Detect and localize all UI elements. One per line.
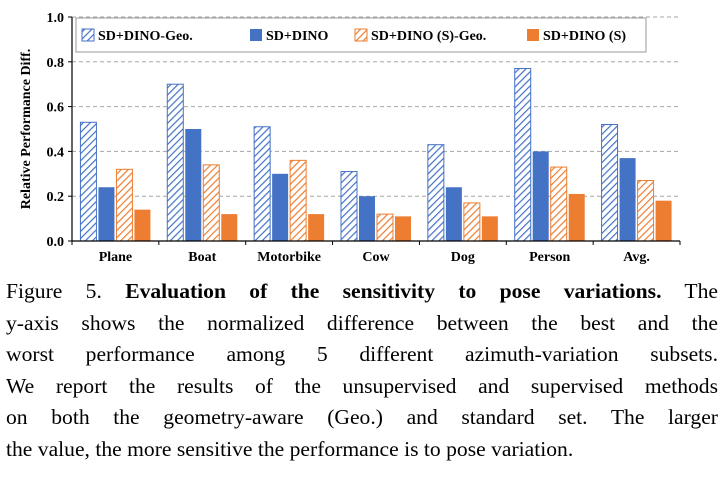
bar bbox=[463, 202, 481, 242]
caption-line-3: worst performance among 5 different azim… bbox=[6, 342, 718, 366]
legend-swatch bbox=[250, 29, 262, 41]
y-tick-label: 0.8 bbox=[47, 56, 65, 71]
bar bbox=[395, 216, 411, 241]
caption-title: Evaluation of the sensitivity to pose va… bbox=[125, 279, 662, 303]
bar bbox=[532, 151, 549, 241]
x-tick-label: Avg. bbox=[623, 250, 650, 265]
bar bbox=[619, 158, 636, 241]
caption-line-6: the value, the more sensitive the perfor… bbox=[6, 436, 574, 461]
y-tick-label: 0.6 bbox=[47, 101, 65, 116]
bar bbox=[481, 216, 498, 241]
bar bbox=[550, 166, 568, 242]
bar bbox=[79, 121, 97, 242]
y-tick-label: 0.2 bbox=[47, 190, 65, 205]
y-tick-label: 1.0 bbox=[47, 11, 65, 26]
caption-line-2: y-axis shows the normalized difference b… bbox=[6, 310, 718, 335]
legend-label: SD+DINO bbox=[266, 29, 329, 44]
bars-group bbox=[79, 68, 672, 242]
legend: SD+DINO-Geo. SD+DINO SD+DINO (S)-Geo. SD+DI… bbox=[75, 17, 647, 53]
legend-swatch bbox=[81, 28, 95, 42]
caption-line-4: We report the results of the unsupervise… bbox=[6, 373, 718, 398]
bar bbox=[308, 214, 325, 241]
bar bbox=[445, 187, 462, 241]
bar bbox=[340, 171, 358, 242]
bar-chart: 0.0 0.2 0.4 0.6 0.8 1.0 Plane Boat Motorbike Cow D… bbox=[19, 11, 681, 265]
x-tick-label: Motorbike bbox=[257, 250, 321, 265]
bar bbox=[601, 124, 619, 242]
caption-line1-end: The bbox=[684, 279, 718, 303]
x-tick-label: Plane bbox=[99, 250, 132, 265]
bar bbox=[166, 83, 184, 242]
x-tick-label: Dog bbox=[451, 250, 475, 265]
bar bbox=[134, 209, 151, 241]
bar bbox=[202, 164, 220, 242]
bar bbox=[376, 213, 394, 242]
bar bbox=[221, 214, 238, 241]
bar bbox=[272, 173, 289, 241]
bar bbox=[115, 168, 133, 242]
caption-line-5: on both the geometry-aware (Geo.) and st… bbox=[6, 405, 718, 429]
caption-label: Figure 5. bbox=[6, 279, 102, 303]
bar bbox=[253, 126, 271, 242]
tick-labels: 0.0 0.2 0.4 0.6 0.8 1.0 Plane Boat Motorbike Cow D… bbox=[47, 11, 650, 265]
legend-swatch bbox=[354, 28, 368, 42]
y-axis-label: Relative Performance Diff. bbox=[19, 49, 34, 210]
bar bbox=[514, 68, 532, 242]
y-tick-label: 0.0 bbox=[47, 235, 65, 250]
y-tick-label: 0.4 bbox=[47, 145, 65, 160]
bar bbox=[637, 180, 655, 242]
bar bbox=[289, 159, 307, 242]
axes bbox=[68, 16, 681, 245]
bar bbox=[185, 129, 202, 241]
bar bbox=[427, 144, 445, 242]
x-tick-label: Boat bbox=[188, 250, 216, 265]
bar bbox=[655, 200, 672, 241]
x-tick-label: Cow bbox=[362, 250, 390, 265]
caption-line-1: Figure 5. Evaluation of the sensitivity … bbox=[6, 276, 718, 308]
legend-label: SD+DINO (S) bbox=[543, 29, 626, 44]
legend-label: SD+DINO (S)-Geo. bbox=[371, 29, 486, 44]
bar bbox=[568, 193, 585, 241]
bar bbox=[98, 187, 115, 241]
legend-swatch bbox=[527, 29, 539, 41]
legend-label: SD+DINO-Geo. bbox=[98, 29, 193, 44]
figure-caption: Figure 5. Evaluation of the sensitivity … bbox=[6, 276, 718, 465]
x-tick-label: Person bbox=[529, 250, 570, 265]
bar bbox=[359, 196, 375, 241]
